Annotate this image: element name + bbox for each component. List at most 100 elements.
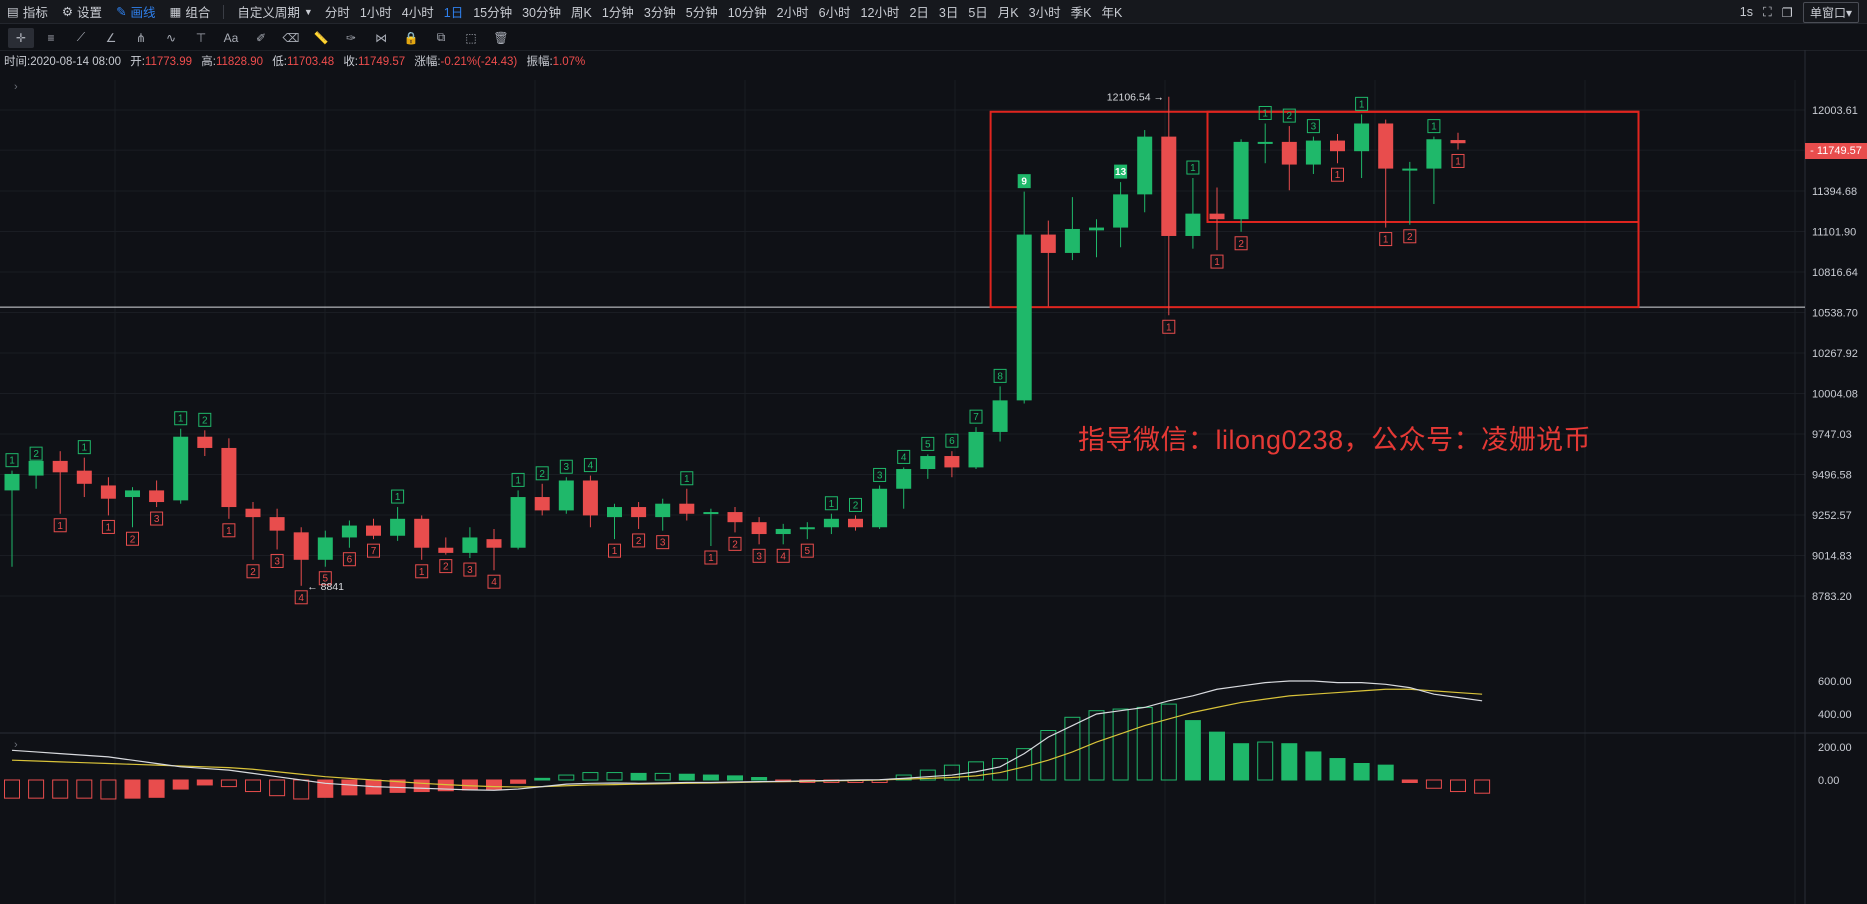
trend-line-icon[interactable]: ⟋ <box>76 30 86 44</box>
td-count-box <box>222 523 236 538</box>
td-count-label: 2 <box>130 534 136 545</box>
period-tab[interactable]: 4小时 <box>401 6 434 20</box>
candle-body <box>751 522 767 535</box>
td-count-label: 3 <box>467 565 473 576</box>
candle-body <box>462 537 478 553</box>
td-count-label: 4 <box>780 551 786 562</box>
td-count-label: 2 <box>636 536 642 547</box>
macd-histogram-bar <box>1040 730 1057 781</box>
period-tab[interactable]: 1分钟 <box>601 6 634 20</box>
ruler-icon[interactable]: 📏 <box>313 30 329 45</box>
window-mode-button[interactable]: 单窗口▾ <box>1802 1 1859 23</box>
macd-histogram-bar <box>1233 743 1250 781</box>
period-tab[interactable]: 3分钟 <box>643 6 676 20</box>
candle-body <box>679 503 695 514</box>
period-tab[interactable]: 1小时 <box>359 6 392 20</box>
period-tab[interactable]: 6小时 <box>818 6 851 20</box>
period-tab[interactable]: 10分钟 <box>727 6 767 20</box>
period-tab[interactable]: 2小时 <box>776 6 809 20</box>
settings-button[interactable]: ⚙ 设置 <box>61 5 103 20</box>
candle-body <box>486 539 502 548</box>
period-tab[interactable]: 分时 <box>324 6 350 20</box>
macd-histogram-bar <box>1209 731 1225 781</box>
fib-icon[interactable]: ⊤ <box>195 30 207 45</box>
period-tab[interactable]: 15分钟 <box>473 6 513 20</box>
td-count-box <box>1258 105 1272 120</box>
macd-histogram-bar <box>534 777 551 781</box>
period-tab[interactable]: 2日 <box>909 6 929 20</box>
td-count-box <box>656 535 670 550</box>
period-tab[interactable]: 3日 <box>938 6 959 20</box>
td-count-box <box>1379 232 1393 247</box>
td-count-label: 4 <box>588 461 594 472</box>
angle-icon[interactable]: ∠ <box>105 30 117 45</box>
td-count-label: 4 <box>901 452 907 463</box>
period-tab[interactable]: 季K <box>1070 6 1092 20</box>
td-count-box <box>1210 254 1224 269</box>
restore-icon[interactable]: ❐ <box>1781 5 1793 20</box>
td-count-box <box>342 552 356 567</box>
macd-histogram-bar <box>341 779 358 796</box>
fullscreen-icon[interactable]: ⛶ <box>1762 4 1772 19</box>
brush-icon[interactable]: ✐ <box>255 30 267 45</box>
period-tab[interactable]: 12小时 <box>860 6 900 20</box>
candle-body <box>944 456 960 468</box>
td-count-label: 1 <box>1166 322 1172 333</box>
td-count-label: 13 <box>1115 167 1127 178</box>
macd-histogram-bar <box>992 758 1009 781</box>
crosshair-icon[interactable]: ✛ <box>8 27 34 48</box>
macd-histogram-bar <box>678 773 695 781</box>
draw-line-button[interactable]: ✎ 画线 <box>116 5 156 20</box>
period-tab[interactable]: 月K <box>997 6 1019 20</box>
copy-icon[interactable]: ⧉ <box>436 30 446 44</box>
watermark-text: 指导微信：lilong0238，公众号：凌姗说币 <box>1078 425 1592 455</box>
period-tab[interactable]: 1日 <box>443 6 464 20</box>
candle-body <box>558 480 574 511</box>
td-count-box <box>1427 119 1441 134</box>
custom-period-dropdown[interactable]: 自定义周期 ▼ <box>237 6 313 20</box>
td-count-label: 1 <box>684 474 690 485</box>
period-tab[interactable]: 周K <box>571 6 592 20</box>
indicator-button[interactable]: ▤ 指标 <box>7 5 48 20</box>
td-count-box <box>776 548 790 563</box>
macd-histogram-bar <box>76 779 93 799</box>
eraser-icon[interactable]: ⌫ <box>282 30 300 45</box>
refresh-interval[interactable]: 1s <box>1739 5 1753 19</box>
candle-body <box>1089 227 1104 231</box>
text-icon[interactable]: Aa <box>223 30 239 45</box>
combo-button[interactable]: ▦ 组合 <box>169 5 211 20</box>
trash-icon[interactable]: 🗑 <box>493 30 509 45</box>
kline-chart[interactable]: 12003.6111698.1811394.6811101.9010816.64… <box>0 50 1867 904</box>
td-count-label: 1 <box>178 414 184 425</box>
period-tab[interactable]: 5分钟 <box>685 6 718 20</box>
candle-body <box>1330 140 1345 152</box>
pattern-icon[interactable]: ⋈ <box>375 30 387 45</box>
period-tab[interactable]: 3小时 <box>1028 6 1061 20</box>
range-box <box>1206 110 1640 223</box>
period-tab[interactable]: 5日 <box>968 6 988 20</box>
macd-histogram-bar <box>1305 751 1322 781</box>
td-count-box <box>367 543 380 558</box>
td-count-box <box>800 543 814 558</box>
macd-histogram-bar <box>727 775 743 781</box>
candle-body <box>1040 234 1056 253</box>
amplitude-value: 1.07% <box>552 56 586 68</box>
lock-icon[interactable]: 🔒 <box>403 30 419 45</box>
td-count-label: 1 <box>9 456 15 467</box>
line-style-icon[interactable]: ≡ <box>47 30 55 45</box>
td-count-label: 2 <box>539 469 545 480</box>
screenshot-icon[interactable]: ⬚ <box>465 30 477 45</box>
candle-body <box>1209 213 1225 220</box>
marker-icon[interactable]: ✑ <box>345 30 357 45</box>
wave-icon[interactable]: ∿ <box>165 30 177 45</box>
macd-histogram-bar <box>654 772 671 781</box>
td-count-box <box>632 533 646 548</box>
td-count-box <box>1451 153 1465 168</box>
period-tab[interactable]: 30分钟 <box>522 6 562 20</box>
fork-icon[interactable]: ⋔ <box>135 30 147 45</box>
td-count-box <box>824 496 838 511</box>
candle-body <box>173 436 189 501</box>
period-tab[interactable]: 年K <box>1101 6 1123 20</box>
candle-body <box>76 470 92 484</box>
td-count-box <box>969 409 983 424</box>
